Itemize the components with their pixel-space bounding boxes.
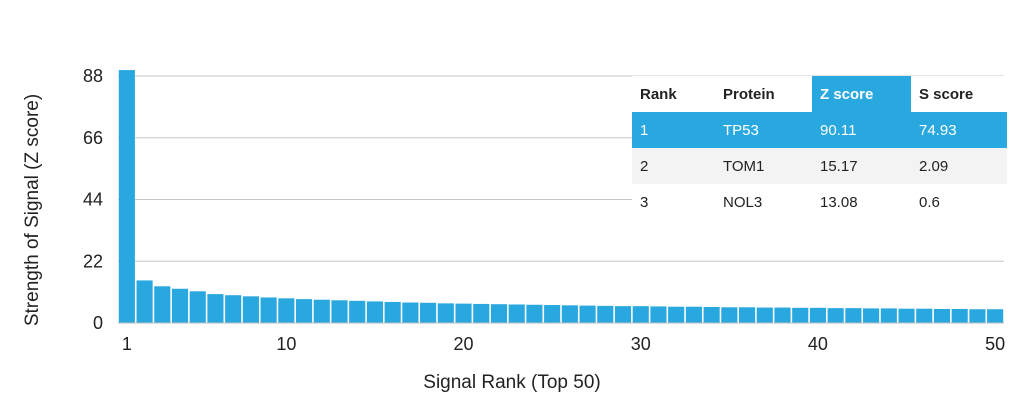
- bar-rank-36: [739, 307, 756, 323]
- bar-rank-1: [118, 70, 135, 324]
- bar-rank-38: [774, 307, 791, 323]
- bar-rank-8: [242, 296, 259, 323]
- bar-rank-23: [508, 304, 525, 323]
- header-rank: Rank: [640, 85, 677, 103]
- x-tick-label: 1: [122, 334, 132, 354]
- bar-rank-31: [650, 306, 667, 323]
- bar-rank-43: [863, 308, 880, 323]
- cell-protein: TOM1: [715, 148, 812, 184]
- y-tick-label: 22: [83, 251, 103, 271]
- bar-rank-27: [579, 305, 596, 323]
- header-s-score: S score: [919, 85, 974, 103]
- bar-rank-17: [402, 302, 419, 323]
- bar-rank-2: [136, 280, 153, 323]
- bar-rank-20: [455, 303, 472, 323]
- cell-z-score: 13.08: [812, 184, 911, 220]
- bar-rank-9: [260, 297, 277, 323]
- bar-rank-14: [349, 300, 366, 323]
- bar-rank-16: [384, 301, 401, 323]
- bar-rank-7: [225, 295, 242, 323]
- bar-rank-46: [916, 308, 933, 323]
- bar-rank-12: [313, 299, 330, 323]
- y-tick-label: 88: [83, 66, 103, 86]
- y-tick-label: 66: [83, 128, 103, 148]
- bar-rank-3: [154, 286, 171, 323]
- header-protein: Protein: [723, 85, 775, 103]
- bar-rank-47: [933, 308, 951, 323]
- cell-protein: TP53: [715, 112, 812, 148]
- bar-rank-13: [331, 300, 348, 323]
- bar-rank-41: [827, 308, 844, 323]
- bar-rank-25: [544, 305, 561, 323]
- bar-rank-22: [490, 304, 508, 323]
- cell-z-score: 15.17: [812, 148, 911, 184]
- bar-rank-24: [526, 304, 543, 323]
- bar-rank-19: [437, 303, 454, 323]
- bar-rank-34: [703, 307, 720, 323]
- table-row: 2 TOM1 15.17 2.09: [632, 148, 1007, 184]
- bar-rank-39: [792, 307, 809, 323]
- bar-rank-18: [420, 302, 437, 323]
- bar-rank-29: [614, 306, 632, 323]
- y-tick-label: 44: [83, 190, 103, 210]
- x-axis-ticks: 1 10 20 30 40 50: [122, 334, 1005, 354]
- bar-rank-44: [880, 308, 897, 323]
- x-tick-label: 30: [631, 334, 651, 354]
- table-row: 1 TP53 90.11 74.93: [632, 112, 1007, 148]
- cell-s-score: 74.93: [911, 112, 1007, 148]
- bar-rank-26: [561, 305, 578, 323]
- bar-rank-30: [632, 306, 649, 323]
- cell-protein: NOL3: [715, 184, 812, 220]
- y-axis-ticks: 0 22 44 66 88: [83, 66, 103, 333]
- header-z-score: Z score: [812, 76, 911, 112]
- bar-rank-5: [189, 291, 206, 323]
- table-header-row: Rank Protein Z score S score: [632, 76, 1007, 112]
- bar-rank-48: [951, 308, 968, 323]
- cell-s-score: 2.09: [911, 148, 1007, 184]
- x-tick-label: 50: [985, 334, 1005, 354]
- x-tick-label: 20: [454, 334, 474, 354]
- y-axis-title: Strength of Signal (Z score): [22, 94, 43, 326]
- cell-rank: 2: [632, 148, 715, 184]
- cell-z-score: 90.11: [812, 112, 911, 148]
- bar-rank-28: [597, 305, 614, 323]
- bar-rank-32: [668, 306, 685, 323]
- x-tick-label: 10: [276, 334, 296, 354]
- bar-rank-11: [296, 299, 313, 323]
- bar-rank-35: [721, 307, 738, 323]
- x-tick-label: 40: [808, 334, 828, 354]
- cell-rank: 3: [632, 184, 715, 220]
- cell-s-score: 0.6: [911, 184, 1007, 220]
- x-axis-title: Signal Rank (Top 50): [423, 372, 600, 393]
- bar-rank-37: [756, 307, 773, 323]
- cell-rank: 1: [632, 112, 715, 148]
- bar-rank-21: [473, 303, 490, 323]
- bar-rank-50: [987, 309, 1004, 323]
- bar-rank-6: [207, 294, 224, 323]
- bar-rank-49: [969, 309, 986, 323]
- table-row: 3 NOL3 13.08 0.6: [632, 184, 1007, 220]
- bar-rank-4: [171, 288, 189, 323]
- bars-group: [118, 70, 1004, 324]
- bar-rank-15: [366, 301, 383, 323]
- bar-rank-45: [898, 308, 915, 323]
- top-proteins-table: Rank Protein Z score S score 1 TP53 90.1…: [632, 76, 1007, 220]
- bar-rank-10: [278, 298, 295, 323]
- bar-rank-33: [685, 306, 702, 323]
- y-tick-label: 0: [93, 313, 103, 333]
- bar-rank-40: [809, 307, 826, 323]
- bar-rank-42: [845, 308, 862, 323]
